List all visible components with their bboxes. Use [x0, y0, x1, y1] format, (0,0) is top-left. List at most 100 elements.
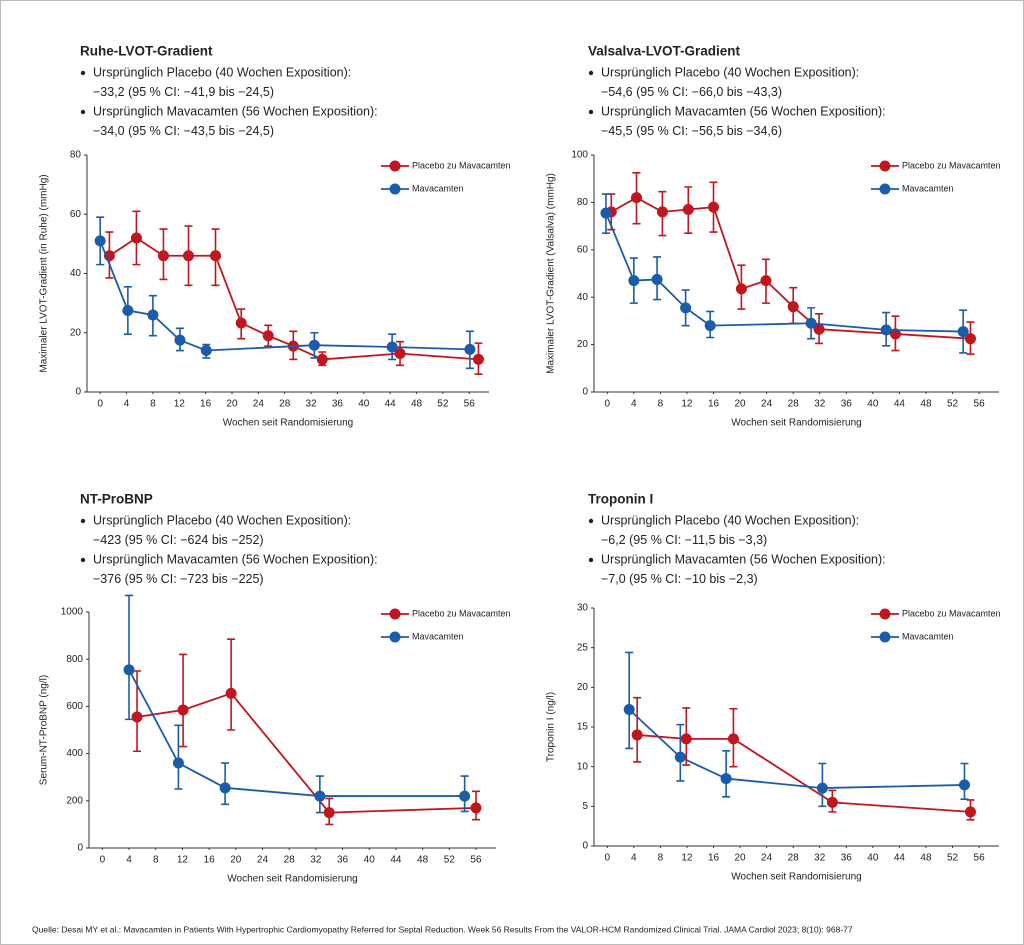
x-tick-label: 56	[974, 853, 986, 864]
x-tick-label: 32	[306, 399, 318, 410]
y-tick-label: 25	[577, 642, 589, 653]
source-note: Quelle: Desai MY et al.: Mavacamten in P…	[32, 924, 853, 934]
x-tick-label: 28	[284, 855, 296, 866]
chart-title: Ruhe-LVOT-Gradient	[80, 44, 213, 59]
x-tick-label: 28	[279, 399, 291, 410]
error-bar	[125, 594, 134, 721]
y-tick-label: 20	[70, 327, 82, 338]
y-tick-label: 0	[75, 387, 81, 398]
x-tick-label: 52	[444, 855, 456, 866]
y-tick-label: 800	[66, 654, 83, 665]
x-tick-label: 20	[226, 399, 238, 410]
legend-label: Mavacamten	[412, 183, 464, 193]
y-axis-label: Maximaler LVOT-Gradient (Valsalva) (mmHg…	[546, 173, 557, 374]
x-tick-label: 56	[470, 855, 482, 866]
data-point	[805, 317, 817, 329]
y-tick-label: 20	[577, 682, 589, 693]
y-tick-label: 80	[70, 150, 82, 161]
y-tick-label: 100	[571, 150, 588, 161]
y-tick-label: 30	[577, 603, 589, 614]
data-point	[787, 301, 799, 313]
annotation: Ursprünglich Mavacamten (56 Wochen Expos…	[601, 552, 886, 566]
data-point	[656, 206, 668, 218]
x-tick-label: 16	[708, 853, 720, 864]
data-point	[316, 353, 328, 365]
x-tick-label: 40	[867, 853, 879, 864]
x-tick-label: 20	[735, 853, 747, 864]
data-point	[219, 782, 231, 794]
y-tick-label: 1000	[61, 607, 84, 618]
error-bar	[227, 638, 236, 731]
x-tick-label: 8	[658, 853, 664, 864]
x-tick-label: 0	[604, 853, 610, 864]
x-tick-label: 16	[200, 399, 212, 410]
annotation: −45,5 (95 % CI: −56,5 bis −34,6)	[601, 124, 782, 138]
data-point	[704, 320, 716, 332]
data-point	[600, 207, 612, 219]
y-tick-label: 600	[66, 701, 83, 712]
x-tick-label: 36	[337, 855, 349, 866]
data-point	[225, 687, 237, 699]
x-tick-label: 36	[841, 399, 853, 410]
bullet	[588, 518, 594, 524]
data-point	[157, 250, 169, 262]
x-tick-label: 24	[257, 855, 269, 866]
y-tick-label: 0	[77, 843, 83, 854]
x-tick-label: 4	[126, 855, 132, 866]
y-tick-label: 80	[577, 197, 589, 208]
data-point	[94, 235, 106, 247]
y-tick-label: 40	[70, 268, 82, 279]
legend-label: Mavacamten	[902, 631, 954, 641]
x-tick-label: 4	[124, 399, 130, 410]
annotation: Ursprünglich Placebo (40 Wochen Expositi…	[601, 513, 859, 527]
data-point	[964, 333, 976, 345]
chart-title: Valsalva-LVOT-Gradient	[588, 44, 741, 59]
x-tick-label: 40	[364, 855, 376, 866]
y-axis-label: Troponin I (ng/l)	[546, 692, 557, 762]
x-tick-label: 8	[658, 399, 664, 410]
x-axis-label: Wochen seit Randomisierung	[227, 874, 357, 885]
legend-label: Placebo zu Mavacamten	[902, 160, 1001, 170]
x-tick-label: 24	[253, 399, 265, 410]
x-tick-label: 32	[310, 855, 322, 866]
y-tick-label: 40	[577, 292, 589, 303]
x-tick-label: 36	[841, 853, 853, 864]
data-point	[889, 328, 901, 340]
y-tick-label: 60	[70, 209, 82, 220]
y-tick-label: 5	[582, 801, 588, 812]
x-tick-label: 44	[894, 853, 906, 864]
error-bar	[625, 651, 634, 750]
data-point	[708, 201, 720, 213]
data-point	[235, 317, 247, 329]
bullet	[588, 70, 594, 76]
data-point	[172, 757, 184, 769]
data-point	[631, 729, 643, 741]
annotation: −7,0 (95 % CI: −10 bis −2,3)	[601, 572, 758, 586]
x-tick-label: 0	[100, 855, 106, 866]
x-tick-label: 28	[788, 399, 800, 410]
x-axis-label: Wochen seit Randomisierung	[731, 872, 861, 883]
x-tick-label: 24	[761, 399, 773, 410]
legend-marker	[879, 160, 891, 172]
x-tick-label: 52	[437, 399, 449, 410]
annotation: −54,6 (95 % CI: −66,0 bis −43,3)	[601, 85, 782, 99]
x-tick-label: 40	[867, 399, 879, 410]
x-tick-label: 48	[920, 399, 932, 410]
annotation: Ursprünglich Mavacamten (56 Wochen Expos…	[93, 552, 378, 566]
x-tick-label: 24	[761, 853, 773, 864]
data-point	[308, 339, 320, 351]
x-tick-label: 12	[681, 853, 693, 864]
y-tick-label: 400	[66, 748, 83, 759]
x-tick-label: 16	[204, 855, 216, 866]
data-point	[964, 806, 976, 818]
y-tick-label: 15	[577, 722, 589, 733]
data-point	[682, 204, 694, 216]
data-point	[813, 323, 825, 335]
legend-label: Placebo zu Mavacamten	[902, 608, 1001, 618]
annotation: Ursprünglich Placebo (40 Wochen Expositi…	[93, 65, 351, 79]
data-point	[262, 330, 274, 342]
legend-marker	[879, 183, 891, 195]
x-tick-label: 0	[97, 399, 103, 410]
data-point	[200, 345, 212, 357]
